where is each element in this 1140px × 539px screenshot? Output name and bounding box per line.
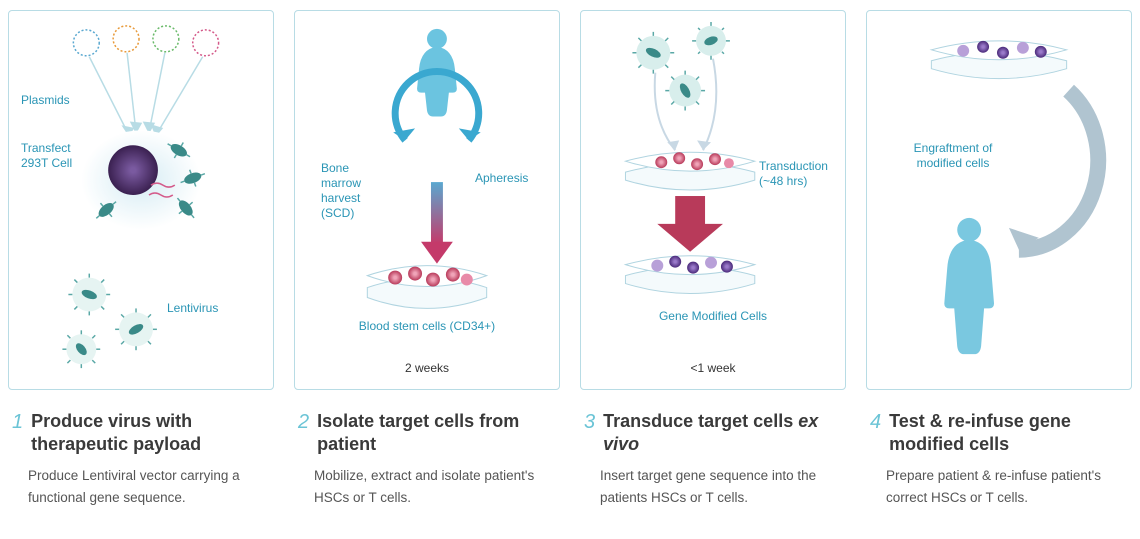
step-2-panel: Bone marrow harvest (SCD) Apheresis Bloo… <box>294 10 560 390</box>
step-1-desc: Produce Lentiviral vector carrying a fun… <box>8 465 274 508</box>
step-4-caption: 4 Test & re-infuse gene modified cells <box>866 410 1132 455</box>
label-apheresis: Apheresis <box>475 171 528 186</box>
step-2-time: 2 weeks <box>295 361 559 375</box>
step-4-panel: Engraftment of modified cells <box>866 10 1132 390</box>
step-3-illustration <box>581 11 845 389</box>
step-3-caption: 3 Transduce target cells ex vivo <box>580 410 846 455</box>
label-plasmids: Plasmids <box>21 93 70 108</box>
label-transfect: Transfect 293T Cell <box>21 141 77 171</box>
step-3: Transduction (~48 hrs) Gene Modified Cel… <box>580 10 846 529</box>
step-1-illustration <box>9 11 273 389</box>
step-2-desc: Mobilize, extract and isolate patient's … <box>294 465 560 508</box>
step-1-caption: 1 Produce virus with therapeutic payload <box>8 410 274 455</box>
step-4: Engraftment of modified cells 4 Test & r… <box>866 10 1132 529</box>
step-3-number: 3 <box>584 412 595 432</box>
step-2-caption: 2 Isolate target cells from patient <box>294 410 560 455</box>
step-4-title: Test & re-infuse gene modified cells <box>889 410 1128 455</box>
step-3-panel: Transduction (~48 hrs) Gene Modified Cel… <box>580 10 846 390</box>
step-1: Plasmids Transfect 293T Cell Lentivirus … <box>8 10 274 529</box>
step-1-panel: Plasmids Transfect 293T Cell Lentivirus <box>8 10 274 390</box>
step-2-number: 2 <box>298 412 309 432</box>
step-2-title: Isolate target cells from patient <box>317 410 556 455</box>
label-bone-marrow: Bone marrow harvest (SCD) <box>321 161 385 221</box>
step-4-illustration <box>867 11 1131 389</box>
step-4-number: 4 <box>870 412 881 432</box>
step-3-title: Transduce target cells ex vivo <box>603 410 842 455</box>
step-1-title: Produce virus with therapeutic payload <box>31 410 270 455</box>
label-engraftment: Engraftment of modified cells <box>903 141 1003 171</box>
step-3-desc: Insert target gene sequence into the pat… <box>580 465 846 508</box>
step-3-time: <1 week <box>581 361 845 375</box>
step-4-desc: Prepare patient & re-infuse patient's co… <box>866 465 1132 508</box>
label-gene-modified: Gene Modified Cells <box>581 309 845 324</box>
label-transduction: Transduction (~48 hrs) <box>759 159 837 189</box>
step-1-number: 1 <box>12 412 23 432</box>
label-blood-stem: Blood stem cells (CD34+) <box>295 319 559 334</box>
label-lentivirus: Lentivirus <box>167 301 218 316</box>
step-2: Bone marrow harvest (SCD) Apheresis Bloo… <box>294 10 560 529</box>
